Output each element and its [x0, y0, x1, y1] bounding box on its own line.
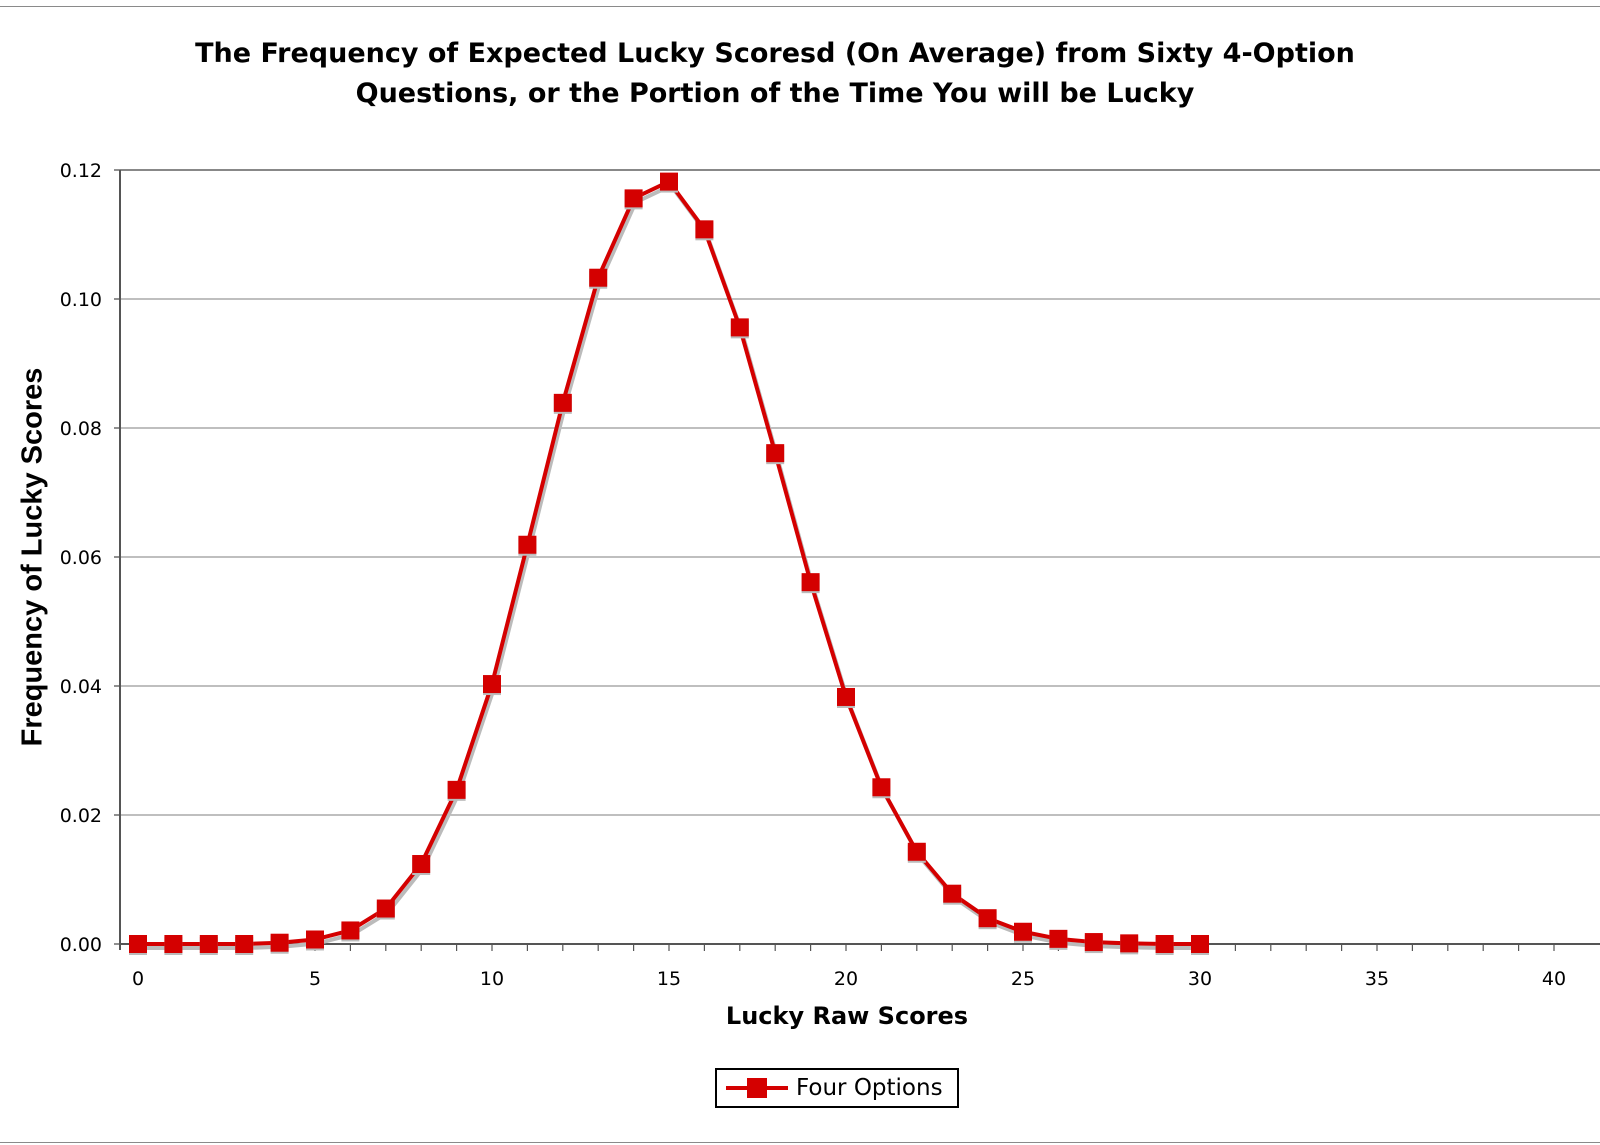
data-point-marker	[907, 842, 926, 861]
data-point-marker	[978, 909, 997, 928]
data-point-marker	[553, 393, 572, 412]
data-point-marker	[412, 855, 431, 874]
data-point-marker	[766, 444, 785, 463]
data-point-marker	[483, 675, 501, 694]
axes	[119, 169, 1600, 950]
chart-title-line-1: The Frequency of Expected Lucky Scoresd …	[195, 38, 1355, 69]
data-point-marker	[270, 933, 289, 952]
svg-text:10: 10	[480, 968, 504, 990]
svg-text:0.00: 0.00	[60, 934, 102, 956]
data-point-marker	[1014, 922, 1032, 941]
chart-title: The Frequency of Expected Lucky Scoresd …	[0, 34, 1550, 114]
data-point-marker	[306, 930, 324, 949]
data-point-marker	[1155, 935, 1174, 953]
data-point-marker	[376, 899, 395, 918]
bottom-border	[0, 1142, 1600, 1143]
data-point-marker	[199, 935, 218, 953]
svg-text:25: 25	[1011, 968, 1035, 990]
svg-text:0: 0	[132, 968, 144, 990]
data-point-marker	[801, 573, 820, 592]
svg-text:0.12: 0.12	[60, 160, 102, 182]
legend-label: Four Options	[796, 1075, 943, 1101]
svg-text:15: 15	[657, 968, 681, 990]
data-point-marker	[341, 921, 360, 940]
gridlines	[120, 169, 1600, 945]
data-point-marker	[730, 318, 749, 337]
data-point-marker	[589, 268, 608, 287]
chart-title-line-2: Questions, or the Portion of the Time Yo…	[355, 78, 1195, 109]
svg-text:0.08: 0.08	[60, 418, 102, 440]
svg-text:30: 30	[1188, 968, 1212, 990]
y-axis-ticks: 0.00 0.02 0.04 0.06 0.08 0.10 0.12	[60, 160, 120, 956]
data-point-marker	[129, 935, 147, 953]
data-point-marker	[872, 778, 891, 797]
data-point-marker	[447, 780, 466, 799]
data-point-marker	[1084, 933, 1103, 952]
svg-text:0.02: 0.02	[60, 805, 102, 827]
legend-square-marker-icon	[726, 1070, 788, 1106]
data-point-marker	[695, 220, 714, 239]
data-point-marker	[943, 884, 962, 903]
svg-text:0.06: 0.06	[60, 547, 102, 569]
data-point-marker	[1120, 934, 1139, 953]
data-point-marker	[624, 189, 643, 208]
data-point-marker	[1049, 929, 1068, 948]
data-point-marker	[837, 687, 855, 706]
legend: Four Options	[715, 1068, 959, 1108]
data-point-marker	[660, 172, 678, 191]
data-point-marker	[518, 535, 537, 554]
svg-text:0.10: 0.10	[60, 289, 102, 311]
svg-text:35: 35	[1365, 968, 1389, 990]
data-point-marker	[1191, 935, 1209, 953]
data-point-marker	[235, 935, 254, 953]
x-axis-ticks: 0 5 10 15 20 25 30 35 40	[132, 944, 1566, 990]
svg-text:0.04: 0.04	[60, 676, 102, 698]
svg-text:20: 20	[834, 968, 858, 990]
data-point-marker	[164, 935, 183, 953]
svg-text:40: 40	[1542, 968, 1566, 990]
data-series-four-options	[129, 172, 1209, 955]
svg-text:5: 5	[309, 968, 321, 990]
x-axis-label: Lucky Raw Scores	[725, 1002, 969, 1030]
top-border	[0, 6, 1600, 7]
